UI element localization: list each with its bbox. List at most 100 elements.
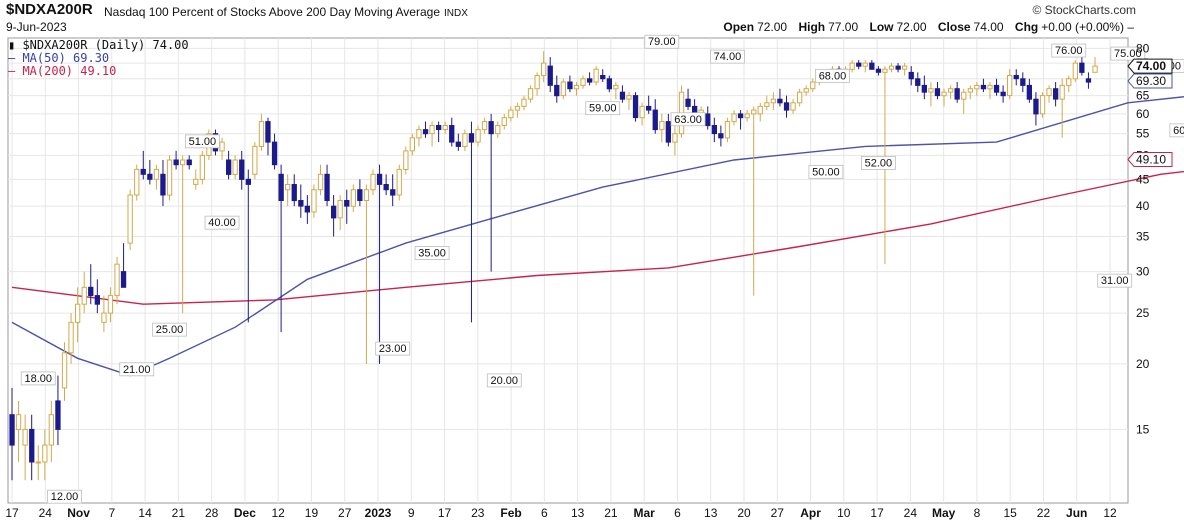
x-tick-label: Dec — [234, 506, 256, 520]
x-tick-label: 17 — [5, 506, 19, 520]
x-tick-label: 20 — [737, 506, 751, 520]
annotation-label: 35.00 — [418, 248, 446, 260]
candle-body — [711, 125, 718, 135]
annotation-label: 68.00 — [819, 70, 847, 82]
candle-body — [1026, 84, 1032, 100]
candle-body — [396, 168, 402, 196]
candle-body — [974, 84, 980, 90]
annotation-label: 75.00 — [1114, 48, 1142, 60]
candle-body — [422, 129, 429, 135]
right-label-box — [1127, 73, 1173, 89]
candle-body — [94, 295, 100, 305]
candle-body — [1085, 78, 1092, 83]
x-tick-label: 19 — [305, 506, 319, 520]
y-tick-label: 30 — [1136, 265, 1150, 279]
candle-body — [468, 133, 475, 143]
y-tick-label: 25 — [1136, 306, 1150, 320]
candle-body — [416, 129, 422, 139]
chg-label: Chg — [1014, 20, 1039, 34]
y-tick-label: 15 — [1136, 422, 1150, 436]
chart-date: 9-Jun-2023 — [6, 20, 67, 34]
plot-frame — [7, 37, 1129, 504]
candle-body — [619, 91, 626, 100]
candle-body — [442, 125, 448, 130]
x-tick-label: 14 — [138, 506, 152, 520]
x-tick-label: 17 — [870, 506, 884, 520]
candle-body — [514, 105, 521, 111]
candle-body — [495, 125, 501, 135]
x-tick-label: 15 — [1004, 506, 1018, 520]
open-label: Open — [723, 20, 755, 34]
candle-body — [967, 88, 974, 93]
candle-body — [81, 286, 87, 305]
candle-body — [1072, 62, 1078, 80]
x-tick-label: 28 — [205, 506, 219, 520]
candle-body — [954, 88, 960, 100]
candle-body — [541, 62, 547, 77]
exchange-label: INDX — [444, 8, 468, 19]
candle-body — [652, 109, 658, 131]
candle-body — [455, 141, 462, 147]
candle-body — [934, 88, 941, 97]
candle-body — [363, 189, 370, 201]
legend-ma200-text: MA(200) 49.10 — [22, 64, 117, 78]
annotation-box — [414, 246, 450, 260]
low-value: 72.00 — [896, 20, 927, 34]
x-tick-label: Jun — [1066, 506, 1087, 520]
candle-body — [665, 121, 672, 143]
candle-body — [724, 121, 731, 139]
candle-body — [534, 75, 540, 90]
x-tick-label: 22 — [1037, 506, 1051, 520]
ma200-series — [11, 170, 1184, 305]
chg-dash: – — [1123, 20, 1134, 34]
y-tick-label: 65 — [1136, 89, 1150, 103]
chart-legend: ▮ $NDXA200R (Daily) 74.00 — MA(50) 69.30… — [8, 39, 189, 78]
candle-body — [810, 81, 816, 90]
candle-body — [770, 98, 777, 104]
candle-body — [232, 159, 238, 175]
candle-body — [521, 98, 527, 107]
candle-body — [547, 65, 553, 86]
annotation-label: 23.00 — [379, 343, 407, 355]
candle-body — [193, 178, 199, 185]
candle-body — [180, 159, 186, 166]
legend-main-text: $NDXA200R (Daily) 74.00 — [22, 38, 189, 52]
legend-ma50-text: MA(50) 69.30 — [22, 51, 110, 65]
candle-body — [849, 62, 855, 70]
x-tick-label: 17 — [438, 506, 452, 520]
ma50-line — [11, 96, 1184, 377]
legend-main-icon: ▮ — [8, 38, 23, 52]
x-tick-label: Feb — [500, 506, 521, 520]
candle-body — [376, 173, 383, 185]
x-tick-label: 13 — [704, 506, 718, 520]
candle-body — [462, 133, 468, 147]
candle-body — [317, 173, 324, 191]
candle-body — [626, 95, 632, 100]
candle-body — [875, 68, 882, 73]
candle-body — [271, 141, 278, 166]
candle-body — [35, 461, 41, 464]
candle-body — [219, 141, 225, 152]
chart-description: Nasdaq 100 Percent of Stocks Above 200 D… — [104, 5, 468, 19]
candle-body — [508, 109, 514, 119]
candle-body — [797, 91, 803, 104]
open-value: 72.00 — [757, 20, 788, 34]
candle-body — [475, 129, 481, 143]
candle-body — [9, 414, 15, 446]
candle-body — [737, 113, 744, 119]
candle-body — [239, 159, 245, 180]
annotation-label: 18.00 — [24, 373, 52, 385]
annotation-box — [861, 156, 896, 170]
candle-body — [941, 91, 947, 97]
candle-body — [173, 159, 179, 166]
y-tick-label: 45 — [1136, 172, 1150, 186]
annotation-box — [152, 322, 187, 337]
candle-body — [42, 444, 48, 463]
x-tick-label: 24 — [904, 506, 918, 520]
annotation-label: 31.00 — [1101, 275, 1129, 287]
candle-body — [166, 159, 173, 196]
x-tick-label: 13 — [571, 506, 585, 520]
candle-body — [337, 200, 343, 219]
candle-body — [134, 168, 140, 196]
